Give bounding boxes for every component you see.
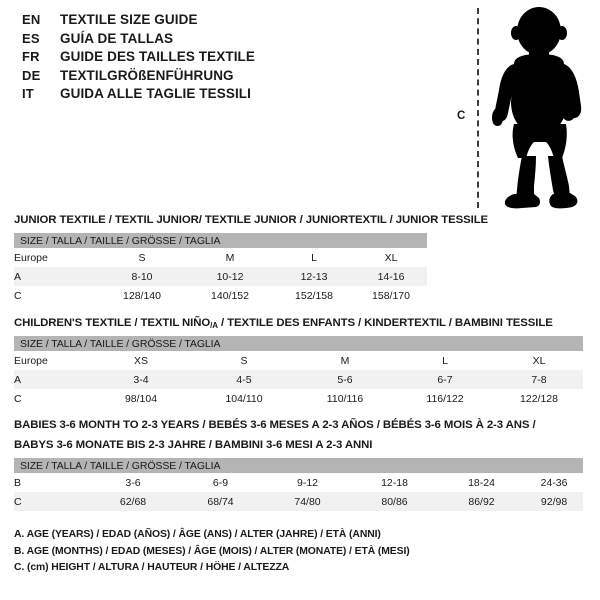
- height-measure-label: C: [457, 110, 466, 122]
- table-cell: L: [395, 351, 495, 370]
- table-row: Europe XS S M L XL: [14, 351, 584, 370]
- table-cell: 3-4: [89, 370, 193, 389]
- language-title: GUIDA ALLE TAGLIE TESSILI: [60, 86, 251, 101]
- table-cell: 68/74: [177, 492, 264, 511]
- section-title-babies-line2: BABYS 3-6 MONATE BIS 2-3 JAHRE / BAMBINI…: [14, 439, 373, 451]
- language-title: GUÍA DE TALLAS: [60, 30, 174, 46]
- section-title-children: CHILDREN'S TEXTILE / TEXTIL NIÑO/A / TEX…: [14, 316, 583, 331]
- language-code: EN: [22, 12, 41, 27]
- table-cell: 9-12: [264, 473, 351, 492]
- table-cell: XS: [89, 351, 193, 370]
- table-cell: 62/68: [89, 492, 177, 511]
- table-cell: 10-12: [187, 267, 273, 286]
- row-label: Europe: [14, 248, 97, 267]
- table-cell: L: [273, 248, 355, 267]
- legend-line-c: C. (cm) HEIGHT / ALTURA / HAUTEUR / HÖHE…: [14, 562, 290, 573]
- row-label: B: [14, 473, 89, 492]
- table-cell: 24-36: [525, 473, 584, 492]
- row-label: A: [14, 370, 89, 389]
- height-illustration: C: [440, 6, 600, 211]
- table-row: C 98/104 104/110 110/116 116/122 122/128: [14, 389, 584, 408]
- table-cell: 116/122: [395, 389, 495, 408]
- language-row: EN TEXTILE SIZE GUIDE: [22, 12, 442, 31]
- table-cell: 5-6: [295, 370, 395, 389]
- language-row: ES GUÍA DE TALLAS: [22, 31, 442, 50]
- language-code: IT: [22, 86, 34, 101]
- height-dashed-line: [477, 8, 479, 208]
- row-label: C: [14, 492, 89, 511]
- toddler-silhouette-icon: [491, 7, 582, 209]
- row-label: A: [14, 267, 97, 286]
- section-babies: BABIES 3-6 MONTH TO 2-3 YEARS / BEBÉS 3-…: [14, 418, 584, 511]
- row-label: Europe: [14, 351, 89, 370]
- legend-block: A. AGE (YEARS) / EDAD (AÑOS) / ÂGE (ANS)…: [14, 527, 410, 577]
- row-label: C: [14, 389, 89, 408]
- table-cell: 158/170: [355, 286, 428, 305]
- table-cell: 8-10: [97, 267, 187, 286]
- table-row: A 8-10 10-12 12-13 14-16: [14, 267, 428, 286]
- section-title-children-before: CHILDREN'S TEXTILE / TEXTIL NIÑO: [14, 317, 211, 329]
- table-row: C 62/68 68/74 74/80 80/86 86/92 92/98: [14, 492, 584, 511]
- size-table-junior: SIZE / TALLA / TAILLE / GRÖSSE / TAGLIA …: [14, 233, 428, 305]
- table-cell: 80/86: [351, 492, 438, 511]
- language-code: FR: [22, 49, 40, 64]
- table-row: C 128/140 140/152 152/158 158/170: [14, 286, 428, 305]
- language-code: ES: [22, 30, 40, 46]
- table-cell: 7-8: [495, 370, 584, 389]
- language-title: GUIDE DES TAILLES TEXTILE: [60, 49, 256, 64]
- band-label: SIZE / TALLA / TAILLE / GRÖSSE / TAGLIA: [14, 233, 428, 248]
- table-cell: 104/110: [193, 389, 295, 408]
- band-label: SIZE / TALLA / TAILLE / GRÖSSE / TAGLIA: [14, 458, 584, 473]
- table-band-row: SIZE / TALLA / TAILLE / GRÖSSE / TAGLIA: [14, 233, 428, 248]
- language-title: TEXTILGRÖßENFÜHRUNG: [60, 67, 234, 83]
- table-cell: S: [193, 351, 295, 370]
- section-title-children-sub: /A: [210, 321, 218, 330]
- size-table-children: SIZE / TALLA / TAILLE / GRÖSSE / TAGLIA …: [14, 336, 584, 408]
- language-row: IT GUIDA ALLE TAGLIE TESSILI: [22, 86, 442, 105]
- section-junior: JUNIOR TEXTILE / TEXTIL JUNIOR/ TEXTILE …: [14, 213, 488, 305]
- table-cell: 14-16: [355, 267, 428, 286]
- table-cell: S: [97, 248, 187, 267]
- table-cell: 98/104: [89, 389, 193, 408]
- table-cell: M: [187, 248, 273, 267]
- table-cell: 86/92: [438, 492, 525, 511]
- section-title-children-after: / TEXTILE DES ENFANTS / KINDERTEXTIL / B…: [217, 317, 553, 329]
- legend-line-a: A. AGE (YEARS) / EDAD (AÑOS) / ÂGE (ANS)…: [14, 529, 381, 540]
- table-cell: 18-24: [438, 473, 525, 492]
- table-cell: 6-9: [177, 473, 264, 492]
- table-band-row: SIZE / TALLA / TAILLE / GRÖSSE / TAGLIA: [14, 458, 584, 473]
- table-cell: 3-6: [89, 473, 177, 492]
- table-cell: XL: [495, 351, 584, 370]
- table-cell: 110/116: [295, 389, 395, 408]
- table-cell: XL: [355, 248, 428, 267]
- table-cell: 152/158: [273, 286, 355, 305]
- section-title-babies-line1: BABIES 3-6 MONTH TO 2-3 YEARS / BEBÉS 3-…: [14, 419, 536, 431]
- table-cell: M: [295, 351, 395, 370]
- table-cell: 128/140: [97, 286, 187, 305]
- size-table-babies: SIZE / TALLA / TAILLE / GRÖSSE / TAGLIA …: [14, 458, 584, 511]
- language-row: DE TEXTILGRÖßENFÜHRUNG: [22, 68, 442, 87]
- language-row: FR GUIDE DES TAILLES TEXTILE: [22, 49, 442, 68]
- table-row: B 3-6 6-9 9-12 12-18 18-24 24-36: [14, 473, 584, 492]
- language-code: DE: [22, 67, 41, 83]
- table-cell: 6-7: [395, 370, 495, 389]
- legend-line-b: B. AGE (MONTHS) / EDAD (MESES) / ÂGE (MO…: [14, 545, 410, 557]
- table-cell: 12-18: [351, 473, 438, 492]
- section-title-junior: JUNIOR TEXTILE / TEXTIL JUNIOR/ TEXTILE …: [14, 214, 489, 226]
- section-children: CHILDREN'S TEXTILE / TEXTIL NIÑO/A / TEX…: [14, 316, 584, 408]
- language-title-list: EN TEXTILE SIZE GUIDE ES GUÍA DE TALLAS …: [22, 12, 442, 105]
- table-cell: 92/98: [525, 492, 584, 511]
- row-label: C: [14, 286, 97, 305]
- table-row: Europe S M L XL: [14, 248, 428, 267]
- table-cell: 12-13: [273, 267, 355, 286]
- table-cell: 74/80: [264, 492, 351, 511]
- band-label: SIZE / TALLA / TAILLE / GRÖSSE / TAGLIA: [14, 336, 584, 351]
- table-band-row: SIZE / TALLA / TAILLE / GRÖSSE / TAGLIA: [14, 336, 584, 351]
- table-cell: 4-5: [193, 370, 295, 389]
- language-title: TEXTILE SIZE GUIDE: [60, 12, 198, 27]
- table-cell: 140/152: [187, 286, 273, 305]
- table-row: A 3-4 4-5 5-6 6-7 7-8: [14, 370, 584, 389]
- table-cell: 122/128: [495, 389, 584, 408]
